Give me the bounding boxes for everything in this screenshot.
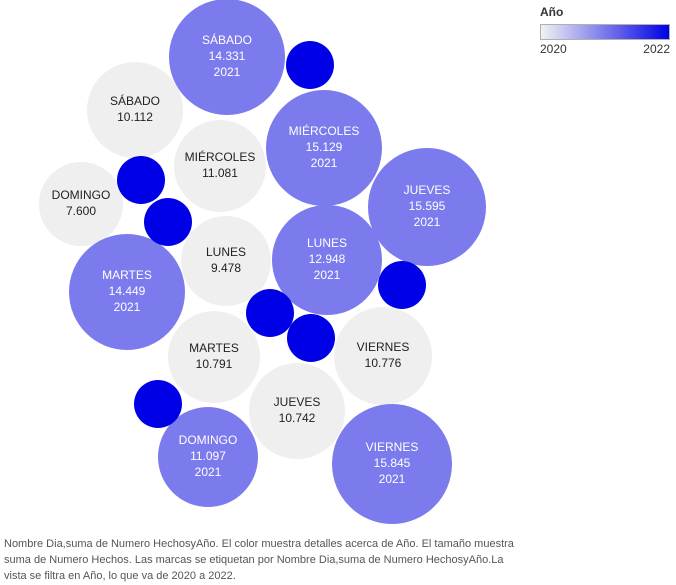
bubble-value-label: 11.081 [202,166,238,180]
bubble-circle[interactable] [174,120,266,212]
bubble-day-label: VIERNES [366,440,419,454]
bubble-2021[interactable]: MARTES 14.449 2021 [69,234,185,350]
bubble-circle[interactable] [87,62,183,158]
bubble-2022[interactable] [378,261,426,309]
legend-title: Año [540,5,564,19]
bubble-2022[interactable] [134,380,182,428]
bubble-value-label: 7.600 [66,204,96,218]
bubble-circle[interactable] [287,314,335,362]
bubble-circle[interactable] [168,311,260,403]
bubble-value-label: 14.331 [209,49,246,63]
bubble-year-label: 2021 [195,465,222,479]
bubble-year-label: 2021 [314,268,341,282]
bubble-day-label: MARTES [189,341,239,355]
bubble-circle[interactable] [39,162,123,246]
bubble-value-label: 10.791 [196,357,233,371]
bubble-year-label: 2021 [214,65,241,79]
bubble-2020[interactable]: LUNES 9.478 [181,216,271,306]
bubble-2020[interactable]: DOMINGO 7.600 [39,162,123,246]
bubble-value-label: 10.742 [279,411,316,425]
bubble-2022[interactable] [144,198,192,246]
bubble-2022[interactable] [246,289,294,337]
bubble-value-label: 9.478 [211,261,241,275]
bubble-day-label: SÁBADO [110,93,160,108]
legend-min-label: 2020 [540,42,567,56]
bubble-2022[interactable] [117,156,165,204]
bubble-year-label: 2021 [379,472,406,486]
bubble-circle[interactable] [181,216,271,306]
bubble-circle[interactable] [272,205,382,315]
bubble-2022[interactable] [287,314,335,362]
bubble-circle[interactable] [378,261,426,309]
bubble-day-label: MIÉRCOLES [185,149,256,164]
bubble-day-label: LUNES [307,236,347,250]
chart-caption: Nombre Dia,suma de Numero HechosyAño. El… [4,538,514,582]
bubble-circle[interactable] [169,0,285,115]
color-legend: Año 2020 2022 [538,4,672,56]
bubble-value-label: 10.776 [365,356,402,370]
bubble-day-label: DOMINGO [52,188,111,202]
bubble-2020[interactable]: VIERNES 10.776 [334,307,432,405]
bubble-circle[interactable] [368,148,486,266]
bubble-day-label: MARTES [102,268,152,282]
bubble-day-label: JUEVES [274,395,321,409]
bubble-value-label: 15.595 [409,199,446,213]
bubble-circle[interactable] [286,41,334,89]
bubble-day-label: MIÉRCOLES [289,123,360,138]
bubble-day-label: JUEVES [404,183,451,197]
bubble-circle[interactable] [266,90,382,206]
bubble-circle[interactable] [246,289,294,337]
bubble-day-label: LUNES [206,245,246,259]
bubble-circle[interactable] [134,380,182,428]
bubble-year-label: 2021 [414,215,441,229]
bubble-circle[interactable] [69,234,185,350]
bubble-value-label: 15.129 [306,140,343,154]
bubble-day-label: DOMINGO [179,433,238,447]
bubble-value-label: 12.948 [309,252,346,266]
bubble-2020[interactable]: JUEVES 10.742 [249,363,345,459]
bubble-value-label: 10.112 [117,110,153,124]
bubble-value-label: 15.845 [374,456,411,470]
bubble-2020[interactable]: MIÉRCOLES 11.081 [174,120,266,212]
bubble-value-label: 11.097 [190,449,226,463]
bubble-circle[interactable] [249,363,345,459]
bubble-2021[interactable]: SÁBADO 14.331 2021 [169,0,285,115]
bubble-day-label: VIERNES [357,340,410,354]
bubble-2022[interactable] [286,41,334,89]
bubble-circle[interactable] [144,198,192,246]
bubble-2020[interactable]: MARTES 10.791 [168,311,260,403]
bubble-circle[interactable] [334,307,432,405]
bubble-2021[interactable]: VIERNES 15.845 2021 [332,404,452,524]
bubble-circle[interactable] [117,156,165,204]
bubble-value-label: 14.449 [109,284,146,298]
bubble-2021[interactable]: JUEVES 15.595 2021 [368,148,486,266]
legend-max-label: 2022 [643,42,670,56]
bubble-2021[interactable]: MIÉRCOLES 15.129 2021 [266,90,382,206]
bubble-chart: SÁBADO 14.331 2021 SÁBADO 10.112 MIÉRCOLES 15.… [39,0,486,524]
bubble-2021[interactable]: DOMINGO 11.097 2021 [158,407,258,507]
legend-gradient-bar [540,24,670,40]
bubble-day-label: SÁBADO [202,32,252,47]
bubble-2021[interactable]: LUNES 12.948 2021 [272,205,382,315]
bubble-2020[interactable]: SÁBADO 10.112 [87,62,183,158]
bubble-circle[interactable] [158,407,258,507]
bubble-circle[interactable] [332,404,452,524]
bubble-year-label: 2021 [311,156,338,170]
bubble-year-label: 2021 [114,300,141,314]
